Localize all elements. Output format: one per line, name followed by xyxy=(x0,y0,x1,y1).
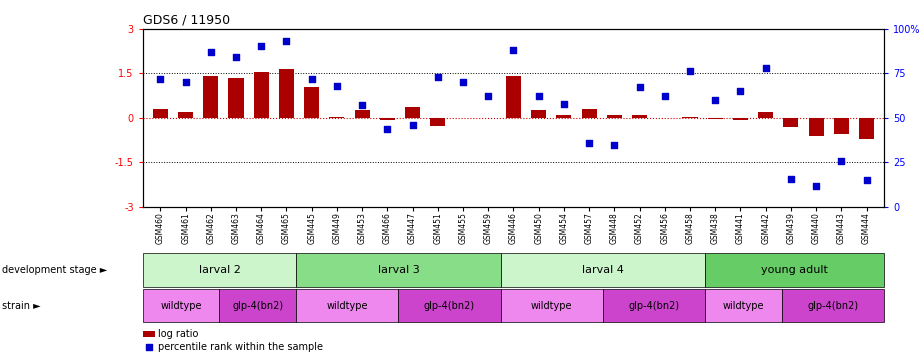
Text: wildtype: wildtype xyxy=(327,301,368,311)
Point xyxy=(784,176,799,181)
Point xyxy=(142,344,157,350)
Bar xyxy=(297,253,501,287)
Point xyxy=(380,126,395,131)
Bar xyxy=(556,115,571,118)
Bar xyxy=(228,77,244,118)
Bar xyxy=(581,109,597,118)
Point xyxy=(430,74,445,80)
Bar xyxy=(379,118,395,120)
Bar xyxy=(143,289,219,322)
Bar xyxy=(501,289,603,322)
Point xyxy=(556,101,571,106)
Point xyxy=(531,94,546,99)
Text: larval 2: larval 2 xyxy=(199,265,240,276)
Text: GDS6 / 11950: GDS6 / 11950 xyxy=(143,13,230,26)
Point xyxy=(834,158,848,164)
Bar xyxy=(682,117,697,118)
Point xyxy=(758,65,773,71)
Bar xyxy=(531,110,546,118)
Bar xyxy=(355,110,369,118)
Bar xyxy=(430,118,446,126)
Bar xyxy=(204,76,218,118)
Bar xyxy=(705,253,884,287)
Bar xyxy=(506,76,521,118)
Bar xyxy=(705,289,782,322)
Point xyxy=(809,183,823,188)
Point xyxy=(304,76,319,81)
Text: glp-4(bn2): glp-4(bn2) xyxy=(232,301,284,311)
Bar xyxy=(399,289,501,322)
Point xyxy=(682,69,697,74)
Bar xyxy=(143,253,297,287)
Bar xyxy=(330,117,344,118)
Bar xyxy=(758,112,774,118)
Point xyxy=(481,94,495,99)
Bar xyxy=(809,118,823,136)
Bar xyxy=(456,118,471,119)
Bar xyxy=(405,107,420,118)
Text: wildtype: wildtype xyxy=(531,301,573,311)
Bar xyxy=(297,289,399,322)
Text: wildtype: wildtype xyxy=(160,301,202,311)
Text: percentile rank within the sample: percentile rank within the sample xyxy=(158,342,323,352)
Point xyxy=(733,88,748,94)
Point xyxy=(632,85,647,90)
Bar xyxy=(782,289,884,322)
Bar xyxy=(834,118,849,134)
Point xyxy=(708,97,723,103)
Text: wildtype: wildtype xyxy=(723,301,764,311)
Text: log ratio: log ratio xyxy=(158,329,199,339)
Text: glp-4(bn2): glp-4(bn2) xyxy=(628,301,680,311)
Bar xyxy=(707,118,723,119)
Bar xyxy=(178,112,193,118)
Bar xyxy=(219,289,297,322)
Point xyxy=(204,49,218,55)
Bar xyxy=(783,118,799,127)
Point xyxy=(228,54,243,60)
Point xyxy=(607,142,622,147)
Point xyxy=(179,79,193,85)
Bar xyxy=(501,253,705,287)
Bar xyxy=(733,118,748,120)
Point xyxy=(279,38,294,44)
Bar xyxy=(279,69,294,118)
Text: glp-4(bn2): glp-4(bn2) xyxy=(424,301,475,311)
Bar xyxy=(253,72,269,118)
Point xyxy=(658,94,672,99)
Bar xyxy=(153,109,168,118)
Point xyxy=(507,47,521,53)
Bar xyxy=(304,86,320,118)
Text: development stage ►: development stage ► xyxy=(2,265,107,276)
Point xyxy=(355,102,369,108)
Text: larval 3: larval 3 xyxy=(378,265,419,276)
Point xyxy=(859,177,874,183)
Text: young adult: young adult xyxy=(762,265,828,276)
Bar xyxy=(632,115,647,118)
Bar xyxy=(603,289,705,322)
Point xyxy=(405,122,420,128)
Text: larval 4: larval 4 xyxy=(582,265,624,276)
Point xyxy=(153,76,168,81)
Text: strain ►: strain ► xyxy=(2,301,41,311)
Point xyxy=(254,44,269,49)
Point xyxy=(456,79,471,85)
Bar xyxy=(143,331,155,337)
Bar xyxy=(859,118,874,139)
Point xyxy=(582,140,597,146)
Text: glp-4(bn2): glp-4(bn2) xyxy=(808,301,858,311)
Point xyxy=(330,83,344,89)
Bar xyxy=(607,115,622,118)
